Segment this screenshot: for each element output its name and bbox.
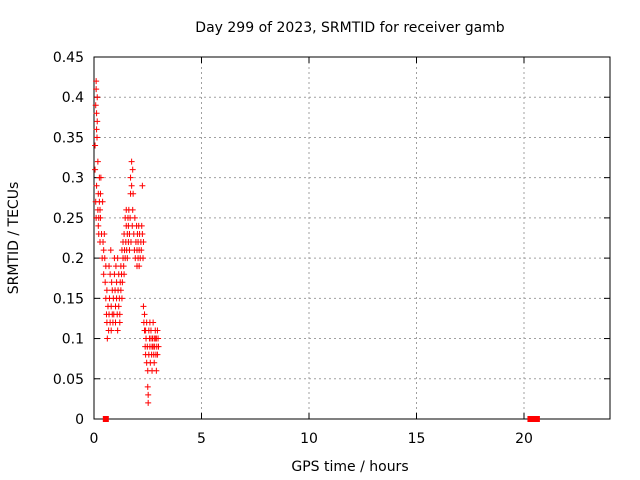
data-point — [127, 174, 134, 181]
data-point — [92, 166, 99, 173]
data-point — [128, 182, 135, 189]
data-point — [154, 351, 161, 358]
data-point — [121, 271, 128, 278]
chart-title: Day 299 of 2023, SRMTID for receiver gam… — [195, 20, 505, 36]
data-point — [124, 255, 131, 262]
data-point — [108, 327, 115, 334]
data-point — [101, 230, 108, 237]
y-tick-label: 0.3 — [62, 171, 84, 187]
x-tick-label: 20 — [515, 431, 533, 447]
data-point — [131, 214, 138, 221]
y-tick-label: 0.45 — [53, 50, 84, 66]
data-point — [100, 271, 107, 278]
data-point-square — [533, 416, 540, 422]
data-point — [145, 399, 152, 406]
data-point — [140, 303, 147, 310]
y-tick-labels: 0 0.05 0.1 0.15 0.2 0.25 0.3 0.35 0.4 0.45 — [53, 50, 84, 428]
data-point — [106, 263, 113, 270]
data-point — [101, 255, 108, 262]
data-point — [92, 102, 99, 109]
data-point — [97, 190, 104, 197]
data-point — [144, 383, 151, 390]
x-tick-labels: 0 5 10 15 20 — [90, 431, 533, 447]
data-point — [139, 182, 146, 189]
x-tick-label: 15 — [408, 431, 426, 447]
data-point — [94, 134, 101, 141]
y-tick-label: 0.05 — [53, 372, 84, 388]
x-tick-label: 0 — [90, 431, 99, 447]
data-point — [94, 118, 101, 125]
data-point — [141, 311, 148, 318]
data-point — [155, 335, 162, 342]
axis-ticks — [93, 56, 610, 420]
data-point — [93, 182, 100, 189]
data-point — [153, 367, 160, 374]
data-point — [154, 327, 161, 334]
y-tick-label: 0.25 — [53, 211, 84, 227]
x-tick-label: 10 — [300, 431, 318, 447]
data-point — [103, 287, 110, 294]
data-point — [116, 319, 123, 326]
data-point — [100, 239, 107, 246]
y-axis-label: SRMTID / TECUs — [6, 182, 22, 295]
data-point — [99, 198, 106, 205]
plot-frame — [93, 56, 611, 420]
y-tick-label: 0.15 — [53, 291, 84, 307]
grid-lines — [94, 57, 610, 419]
data-point — [150, 319, 157, 326]
data-point — [139, 230, 146, 237]
data-point — [97, 174, 104, 181]
data-point — [140, 255, 147, 262]
data-point — [97, 214, 104, 221]
data-point — [120, 263, 127, 270]
data-point — [97, 206, 104, 213]
data-point — [118, 295, 125, 302]
data-point — [116, 311, 123, 318]
data-point — [136, 263, 143, 270]
data-point — [117, 287, 124, 294]
data-point — [92, 142, 99, 149]
data-point — [119, 279, 126, 286]
y-tick-label: 0.2 — [62, 251, 84, 267]
data-point — [130, 190, 137, 197]
data-point — [107, 247, 114, 254]
data-point — [129, 166, 136, 173]
y-tick-label: 0.4 — [62, 90, 84, 106]
data-point — [115, 303, 122, 310]
x-tick-label: 5 — [197, 431, 206, 447]
data-point — [145, 391, 152, 398]
data-point — [114, 327, 121, 334]
data-point — [151, 359, 158, 366]
data-point — [128, 158, 135, 165]
data-point — [93, 78, 100, 85]
data-point-square — [102, 416, 109, 422]
y-tick-label: 0 — [75, 412, 84, 428]
data-point — [93, 86, 100, 93]
y-tick-label: 0.35 — [53, 130, 84, 146]
data-point — [95, 222, 102, 229]
data-point — [93, 110, 100, 117]
data-point — [155, 343, 162, 350]
data-point — [138, 247, 145, 254]
data-point — [138, 222, 145, 229]
data-point — [93, 126, 100, 133]
data-points — [92, 78, 540, 422]
data-point — [129, 206, 136, 213]
data-point — [102, 279, 109, 286]
data-point — [100, 247, 107, 254]
data-point — [114, 255, 121, 262]
y-tick-label: 0.1 — [62, 332, 84, 348]
data-point — [94, 94, 101, 101]
data-point — [94, 158, 101, 165]
data-point — [140, 239, 147, 246]
data-point — [104, 335, 111, 342]
x-axis-label: GPS time / hours — [291, 459, 408, 475]
